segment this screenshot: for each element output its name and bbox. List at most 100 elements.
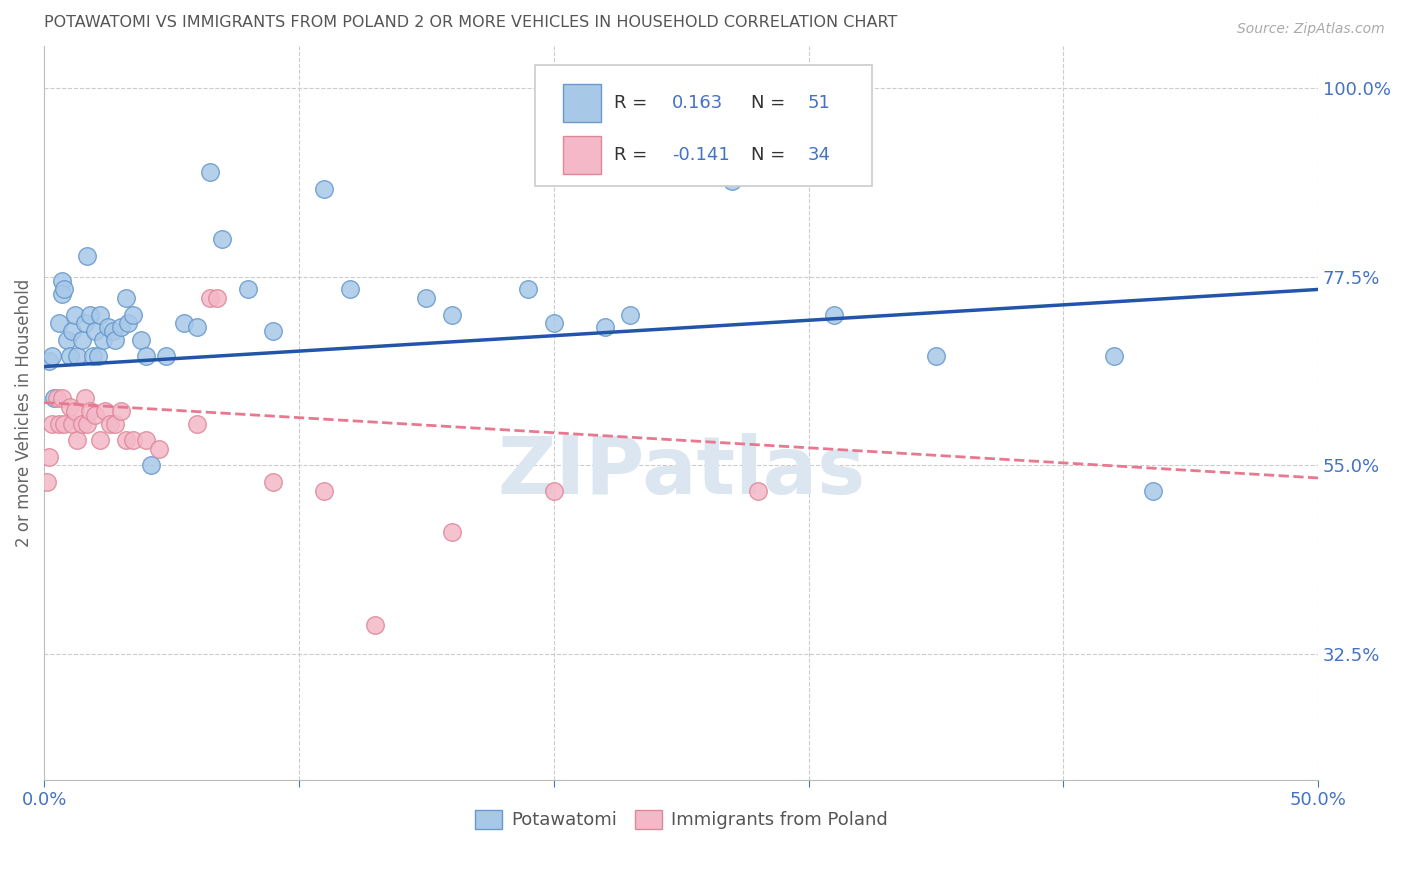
Point xyxy=(60,324,83,338)
Point xyxy=(66,434,89,448)
Point xyxy=(63,404,86,418)
Point xyxy=(51,286,73,301)
Point xyxy=(236,282,259,296)
Point xyxy=(440,308,463,322)
Point xyxy=(56,333,79,347)
Point xyxy=(364,617,387,632)
Point xyxy=(211,232,233,246)
FancyBboxPatch shape xyxy=(534,65,872,186)
Point xyxy=(415,291,437,305)
Point xyxy=(517,282,540,296)
Point xyxy=(35,475,58,490)
Point xyxy=(619,308,641,322)
Point xyxy=(186,320,208,334)
Point xyxy=(114,291,136,305)
Point xyxy=(155,350,177,364)
Point xyxy=(79,404,101,418)
Text: POTAWATOMI VS IMMIGRANTS FROM POLAND 2 OR MORE VEHICLES IN HOUSEHOLD CORRELATION: POTAWATOMI VS IMMIGRANTS FROM POLAND 2 O… xyxy=(44,15,897,30)
Point xyxy=(38,450,60,464)
FancyBboxPatch shape xyxy=(562,84,600,122)
Text: 51: 51 xyxy=(807,94,830,112)
Point xyxy=(543,483,565,498)
Point xyxy=(1142,483,1164,498)
Point xyxy=(60,417,83,431)
Point xyxy=(91,333,114,347)
Text: N =: N = xyxy=(751,94,792,112)
Point xyxy=(53,282,76,296)
Legend: Potawatomi, Immigrants from Poland: Potawatomi, Immigrants from Poland xyxy=(467,803,894,837)
Text: R =: R = xyxy=(613,146,652,164)
Point xyxy=(82,350,104,364)
Text: ZIPatlas: ZIPatlas xyxy=(496,433,865,511)
Point xyxy=(198,291,221,305)
Point xyxy=(97,320,120,334)
Point xyxy=(207,291,229,305)
Point xyxy=(925,350,948,364)
Point xyxy=(98,417,121,431)
Point xyxy=(135,434,157,448)
Point xyxy=(45,392,67,406)
Point xyxy=(593,320,616,334)
Point xyxy=(135,350,157,364)
Point xyxy=(41,417,63,431)
Point xyxy=(721,173,744,187)
Point xyxy=(41,350,63,364)
FancyBboxPatch shape xyxy=(562,136,600,174)
Point xyxy=(101,324,124,338)
Point xyxy=(86,350,108,364)
Point xyxy=(114,434,136,448)
Text: Source: ZipAtlas.com: Source: ZipAtlas.com xyxy=(1237,22,1385,37)
Point xyxy=(173,316,195,330)
Point xyxy=(104,417,127,431)
Point xyxy=(110,320,132,334)
Point xyxy=(89,308,111,322)
Text: N =: N = xyxy=(751,146,792,164)
Point xyxy=(63,308,86,322)
Text: -0.141: -0.141 xyxy=(672,146,730,164)
Point xyxy=(51,274,73,288)
Text: 0.163: 0.163 xyxy=(672,94,724,112)
Point xyxy=(89,434,111,448)
Point xyxy=(543,316,565,330)
Point xyxy=(104,333,127,347)
Point xyxy=(747,483,769,498)
Point xyxy=(198,165,221,179)
Point xyxy=(72,417,94,431)
Point xyxy=(84,408,107,422)
Point xyxy=(823,308,845,322)
Point xyxy=(122,308,145,322)
Y-axis label: 2 or more Vehicles in Household: 2 or more Vehicles in Household xyxy=(15,279,32,547)
Point xyxy=(44,392,66,406)
Point xyxy=(48,417,70,431)
Point xyxy=(51,392,73,406)
Point xyxy=(129,333,152,347)
Point xyxy=(76,417,98,431)
Point xyxy=(58,350,80,364)
Point xyxy=(314,483,336,498)
Point xyxy=(262,475,284,490)
Point xyxy=(76,249,98,263)
Text: R =: R = xyxy=(613,94,652,112)
Point xyxy=(84,324,107,338)
Point xyxy=(110,404,132,418)
Point xyxy=(440,525,463,540)
Point xyxy=(148,442,170,456)
Point xyxy=(262,324,284,338)
Point xyxy=(94,404,117,418)
Point xyxy=(139,458,162,473)
Point xyxy=(186,417,208,431)
Point xyxy=(339,282,361,296)
Point xyxy=(53,417,76,431)
Point xyxy=(79,308,101,322)
Point xyxy=(1104,350,1126,364)
Point xyxy=(38,353,60,368)
Point xyxy=(73,392,96,406)
Point xyxy=(314,182,336,196)
Point xyxy=(122,434,145,448)
Point xyxy=(73,316,96,330)
Point xyxy=(58,400,80,414)
Point xyxy=(72,333,94,347)
Point xyxy=(66,350,89,364)
Text: 34: 34 xyxy=(807,146,831,164)
Point xyxy=(117,316,139,330)
